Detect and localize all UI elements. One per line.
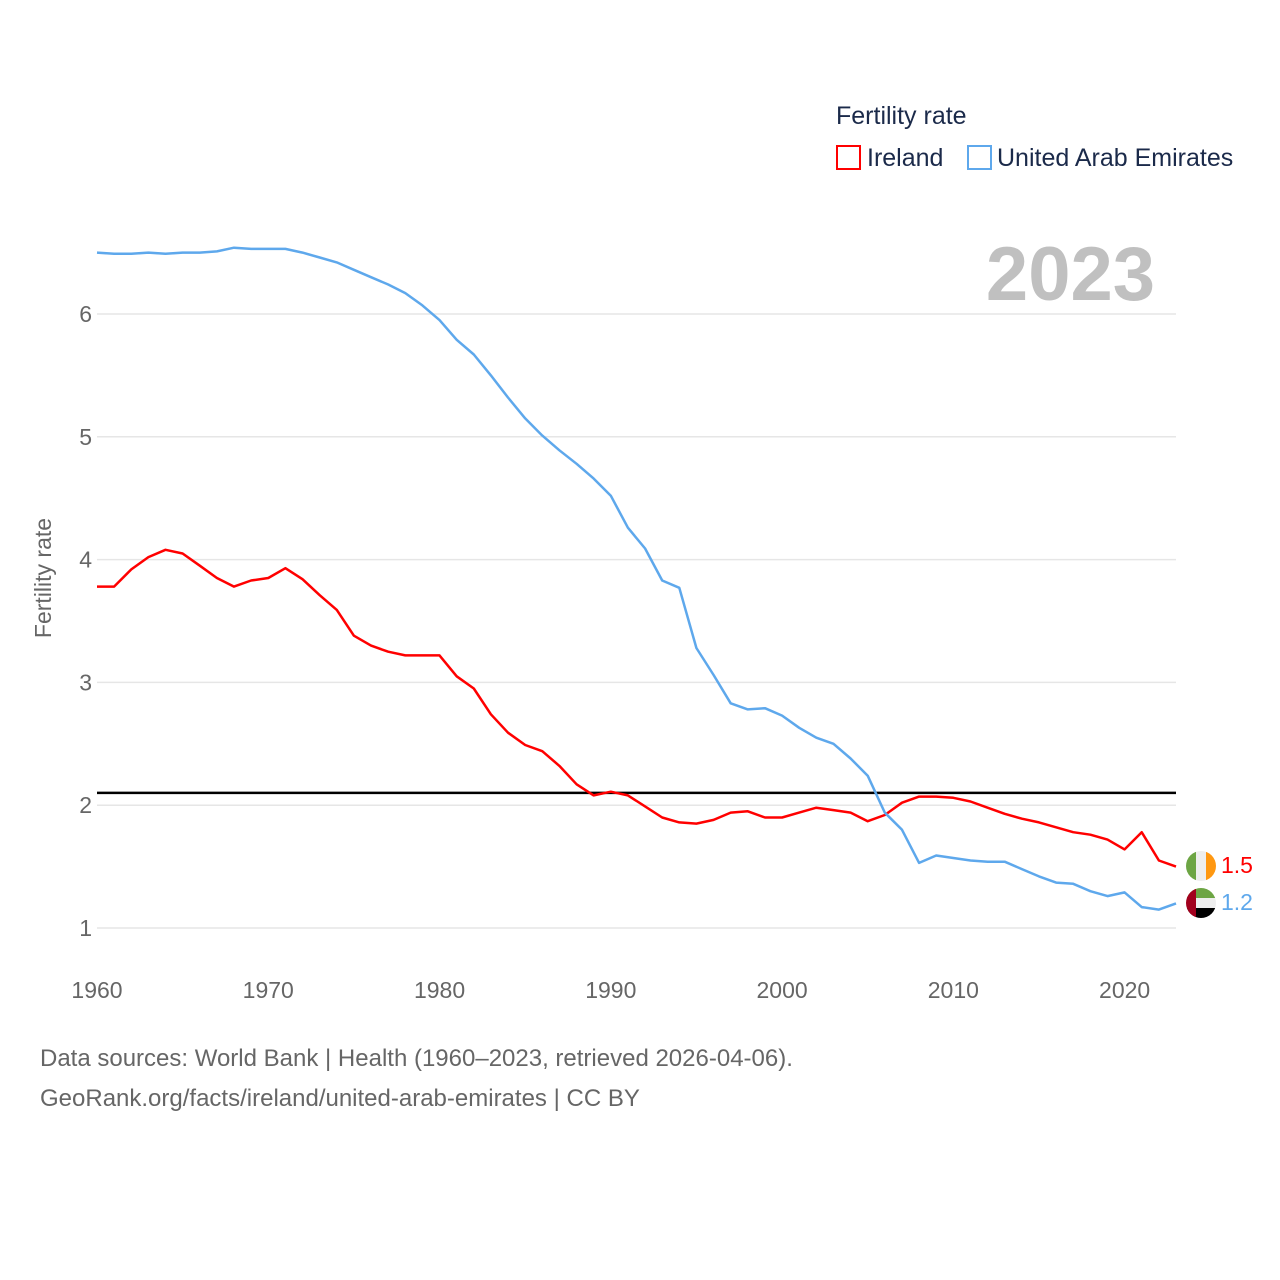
y-tick-label: 2	[79, 792, 92, 818]
legend-item-uae[interactable]: United Arab Emirates	[967, 144, 1233, 172]
uae-flag-icon	[1186, 888, 1216, 918]
ireland-flag-icon	[1186, 851, 1216, 881]
y-tick-label: 4	[79, 547, 92, 573]
x-tick-label: 2000	[756, 977, 807, 1003]
series-line-uae	[96, 246, 1177, 911]
x-tick-label: 1960	[71, 977, 122, 1003]
legend-title: Fertility rate	[836, 102, 967, 130]
y-axis-label: Fertility rate	[30, 518, 56, 638]
x-tick-label: 1980	[414, 977, 465, 1003]
legend-swatch-ireland	[836, 145, 861, 170]
legend-swatch-uae	[967, 145, 992, 170]
series-line-ireland	[97, 548, 1177, 868]
x-tick-label: 1970	[243, 977, 294, 1003]
y-tick-label: 6	[79, 301, 92, 327]
y-tick-label: 5	[79, 424, 92, 450]
legend-label-uae: United Arab Emirates	[997, 144, 1233, 172]
end-label-ireland: 1.5	[1221, 852, 1253, 878]
x-tick-label: 2020	[1099, 977, 1150, 1003]
legend-label-ireland: Ireland	[867, 144, 943, 172]
x-tick-label: 1990	[585, 977, 636, 1003]
attribution-text: GeoRank.org/facts/ireland/united-arab-em…	[40, 1085, 640, 1112]
y-tick-label: 3	[79, 669, 92, 695]
legend-item-ireland[interactable]: Ireland	[836, 144, 943, 172]
y-tick-label: 1	[79, 915, 92, 941]
end-label-uae: 1.2	[1221, 889, 1253, 915]
data-source-text: Data sources: World Bank | Health (1960–…	[40, 1045, 793, 1072]
year-watermark: 2023	[986, 232, 1155, 317]
x-tick-label: 2010	[928, 977, 979, 1003]
